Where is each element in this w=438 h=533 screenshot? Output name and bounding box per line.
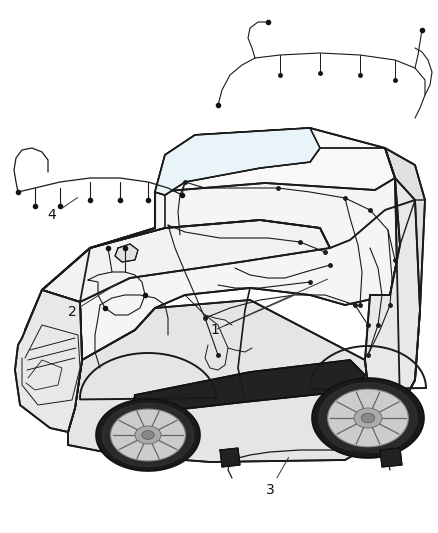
Polygon shape bbox=[312, 378, 424, 458]
Polygon shape bbox=[380, 448, 402, 467]
Polygon shape bbox=[365, 178, 420, 415]
Polygon shape bbox=[319, 383, 417, 453]
Polygon shape bbox=[96, 399, 200, 471]
Text: 2: 2 bbox=[67, 284, 118, 319]
Polygon shape bbox=[80, 148, 400, 360]
Polygon shape bbox=[22, 290, 82, 432]
Polygon shape bbox=[15, 290, 82, 432]
Polygon shape bbox=[115, 244, 138, 262]
Polygon shape bbox=[385, 148, 425, 408]
Polygon shape bbox=[42, 220, 330, 302]
Text: 3: 3 bbox=[265, 457, 289, 497]
Polygon shape bbox=[102, 403, 194, 467]
Polygon shape bbox=[354, 408, 382, 428]
Polygon shape bbox=[328, 389, 408, 447]
Text: 4: 4 bbox=[48, 198, 78, 222]
Polygon shape bbox=[130, 360, 365, 415]
Polygon shape bbox=[155, 128, 320, 195]
Text: 1: 1 bbox=[211, 296, 293, 337]
Polygon shape bbox=[110, 409, 185, 461]
Polygon shape bbox=[68, 300, 385, 462]
Polygon shape bbox=[361, 413, 375, 423]
Polygon shape bbox=[155, 128, 395, 192]
Polygon shape bbox=[142, 431, 154, 439]
Polygon shape bbox=[135, 426, 161, 444]
Polygon shape bbox=[360, 405, 385, 445]
Polygon shape bbox=[220, 448, 240, 467]
